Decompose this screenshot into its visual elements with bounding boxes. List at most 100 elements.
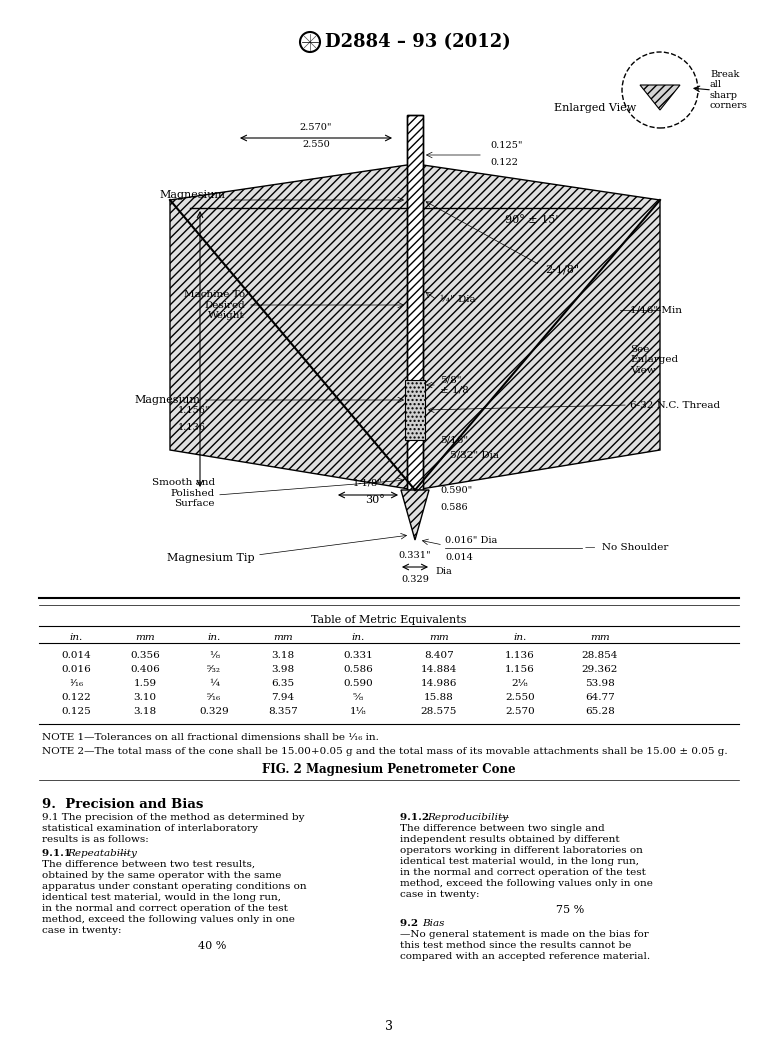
Text: 65.28: 65.28 (585, 707, 615, 716)
Text: case in twenty:: case in twenty: (42, 926, 121, 935)
Text: mm: mm (273, 633, 293, 642)
Text: 9.1 The precision of the method as determined by: 9.1 The precision of the method as deter… (42, 813, 304, 822)
Polygon shape (170, 166, 660, 490)
Text: 2.550: 2.550 (302, 139, 330, 149)
Text: 0.406: 0.406 (130, 665, 159, 674)
Text: See
Enlarged
View: See Enlarged View (630, 346, 678, 375)
Text: Magnesium Tip: Magnesium Tip (167, 553, 255, 563)
Text: this test method since the results cannot be: this test method since the results canno… (400, 941, 632, 950)
Text: —No general statement is made on the bias for: —No general statement is made on the bia… (400, 930, 649, 939)
Text: results is as follows:: results is as follows: (42, 835, 149, 844)
Text: operators working in different laboratories on: operators working in different laborator… (400, 846, 643, 855)
Text: 64.77: 64.77 (585, 693, 615, 702)
Text: 5/8"
± 1/8: 5/8" ± 1/8 (440, 376, 469, 395)
Bar (407, 115, 423, 490)
Text: The difference between two test results,: The difference between two test results, (42, 860, 255, 869)
Text: 9.2: 9.2 (400, 919, 426, 928)
Text: 1.156": 1.156" (178, 406, 211, 415)
Text: 1.136: 1.136 (178, 423, 206, 432)
Text: 2.570": 2.570" (300, 123, 332, 132)
Polygon shape (401, 490, 429, 540)
Text: method, exceed the following values only in one: method, exceed the following values only… (400, 879, 653, 888)
Text: The difference between two single and: The difference between two single and (400, 824, 605, 833)
Text: identical test material would, in the long run,: identical test material would, in the lo… (400, 857, 639, 866)
Text: 0.329: 0.329 (401, 575, 429, 584)
Text: NOTE 2—The total mass of the cone shall be 15.00+0.05 g and the total mass of it: NOTE 2—The total mass of the cone shall … (42, 747, 727, 756)
Text: FIG. 2 Magnesium Penetrometer Cone: FIG. 2 Magnesium Penetrometer Cone (262, 763, 516, 776)
Text: 0.331": 0.331" (398, 551, 431, 560)
Text: 53.98: 53.98 (585, 679, 615, 688)
Text: ⁵⁄₃₂: ⁵⁄₃₂ (207, 665, 221, 674)
Text: 1.136: 1.136 (505, 651, 534, 660)
Text: 2.550: 2.550 (505, 693, 534, 702)
Text: 3.18: 3.18 (134, 707, 156, 716)
Text: 9.1.1: 9.1.1 (42, 849, 79, 858)
Text: in.: in. (513, 633, 527, 642)
Text: Magnesium: Magnesium (134, 395, 200, 405)
Text: 9.  Precision and Bias: 9. Precision and Bias (42, 798, 203, 811)
Text: 1.59: 1.59 (134, 679, 156, 688)
Bar (405, 380, 425, 440)
Text: 0.586: 0.586 (440, 503, 468, 512)
Text: Repeatability: Repeatability (67, 849, 137, 858)
Text: Table of Metric Equivalents: Table of Metric Equivalents (311, 615, 467, 625)
Text: compared with an accepted reference material.: compared with an accepted reference mate… (400, 953, 650, 961)
Text: 90° ± 15': 90° ± 15' (505, 215, 559, 225)
Text: Reproducibility: Reproducibility (427, 813, 508, 822)
Text: 30°: 30° (365, 496, 385, 505)
Text: 1⅛: 1⅛ (349, 707, 366, 716)
Polygon shape (640, 85, 680, 110)
Text: ⅛: ⅛ (209, 651, 219, 660)
Text: 0.016: 0.016 (61, 665, 91, 674)
Text: ¼" Dia: ¼" Dia (440, 296, 475, 305)
Text: 2.570: 2.570 (505, 707, 534, 716)
Text: statistical examination of interlaboratory: statistical examination of interlaborato… (42, 824, 258, 833)
Text: 40 %: 40 % (198, 941, 226, 951)
Text: Break
all
sharp
corners: Break all sharp corners (710, 70, 748, 110)
Text: independent results obtained by different: independent results obtained by differen… (400, 835, 619, 844)
Text: —  No Shoulder: — No Shoulder (585, 543, 668, 553)
Text: Magnesium: Magnesium (159, 191, 225, 200)
Text: 2-1/8": 2-1/8" (545, 265, 579, 275)
Text: 0.014: 0.014 (445, 553, 473, 562)
Text: 0.331: 0.331 (343, 651, 373, 660)
Text: ¹⁄₁₆: ¹⁄₁₆ (69, 679, 83, 688)
Text: 3.10: 3.10 (134, 693, 156, 702)
Text: 29.362: 29.362 (582, 665, 619, 674)
Bar (407, 115, 423, 490)
Text: Enlarged View: Enlarged View (554, 103, 636, 113)
Text: Machine To
Desired
Weight: Machine To Desired Weight (184, 290, 245, 320)
Text: 0.590: 0.590 (343, 679, 373, 688)
Text: 28.575: 28.575 (421, 707, 457, 716)
Text: in.: in. (69, 633, 82, 642)
Text: NOTE 1—Tolerances on all fractional dimensions shall be ¹⁄₁₆ in.: NOTE 1—Tolerances on all fractional dime… (42, 733, 379, 742)
Text: in the normal and correct operation of the test: in the normal and correct operation of t… (42, 904, 288, 913)
Text: 0.590": 0.590" (440, 486, 472, 496)
Text: 8.407: 8.407 (424, 651, 454, 660)
Text: 0.014: 0.014 (61, 651, 91, 660)
Text: 14.986: 14.986 (421, 679, 457, 688)
Text: 0.016" Dia: 0.016" Dia (445, 536, 497, 545)
Text: 8.357: 8.357 (268, 707, 298, 716)
Text: 15.88: 15.88 (424, 693, 454, 702)
Text: in.: in. (352, 633, 365, 642)
Text: 75 %: 75 % (555, 905, 584, 915)
Text: 6.35: 6.35 (272, 679, 295, 688)
Text: 28.854: 28.854 (582, 651, 619, 660)
Text: 0.329: 0.329 (199, 707, 229, 716)
Text: in.: in. (208, 633, 221, 642)
Text: 3.98: 3.98 (272, 665, 295, 674)
Text: Smooth and
Polished
Surface: Smooth and Polished Surface (152, 478, 215, 508)
Text: 7.94: 7.94 (272, 693, 295, 702)
Text: identical test material, would in the long run,: identical test material, would in the lo… (42, 893, 281, 902)
Text: 0.122: 0.122 (490, 158, 518, 167)
Text: mm: mm (429, 633, 449, 642)
Text: ⅝: ⅝ (353, 693, 363, 702)
Text: 3: 3 (385, 1020, 393, 1033)
Text: in the normal and correct operation of the test: in the normal and correct operation of t… (400, 868, 646, 877)
Text: 3.18: 3.18 (272, 651, 295, 660)
Text: obtained by the same operator with the same: obtained by the same operator with the s… (42, 871, 282, 880)
Text: 1/16" Min: 1/16" Min (630, 305, 682, 314)
Text: —: — (119, 849, 129, 858)
Text: —: — (499, 813, 510, 822)
